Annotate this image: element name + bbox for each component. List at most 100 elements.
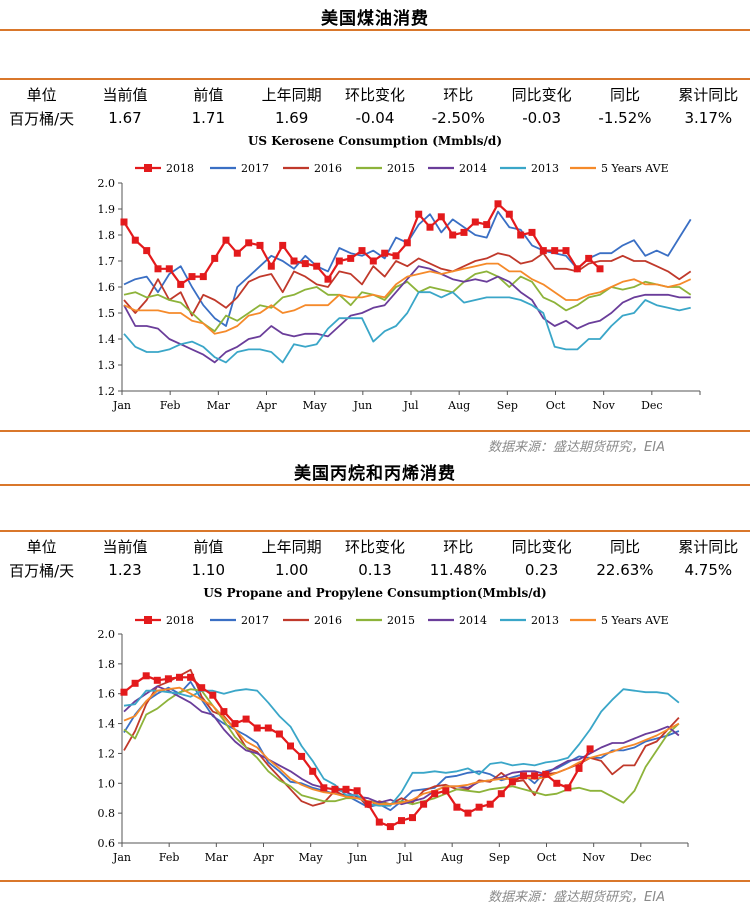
data-point-2018: [575, 764, 583, 772]
stats-value-cell: 1.23: [108, 561, 142, 579]
data-point-2018: [347, 254, 355, 262]
data-point-2018: [386, 823, 394, 831]
data-point-2018: [442, 787, 450, 795]
data-point-2018: [245, 239, 253, 247]
x-tick-label: Jul: [402, 399, 418, 412]
section-divider: [0, 484, 750, 486]
propane-chart-svg: US Propane and Propylene Consumption(Mmb…: [98, 586, 689, 864]
data-point-2018: [177, 280, 185, 288]
x-tick-label: Aug: [440, 851, 463, 864]
data-point-2018: [324, 275, 332, 283]
data-point-2018: [287, 742, 294, 750]
series-line-5-years-ave: [123, 686, 680, 806]
data-point-2018: [331, 785, 339, 793]
x-tick-label: Mar: [205, 851, 229, 864]
data-point-2018: [564, 784, 572, 792]
data-point-2018: [220, 708, 228, 716]
x-tick-label: Sep: [489, 851, 510, 864]
kerosene-chart: US Kerosene Consumption (Mmbls/d) 2018 201…: [0, 130, 750, 430]
data-point-2018: [198, 684, 206, 692]
y-tick-label: 1.0: [98, 777, 116, 790]
stats-value-cell: 11.48%: [429, 561, 487, 579]
data-point-2018: [275, 730, 283, 738]
data-point-2018: [313, 262, 321, 270]
data-point-2018: [188, 273, 196, 281]
data-point-2018: [505, 210, 513, 218]
data-point-2018: [264, 724, 272, 732]
legend-label: 2014: [459, 162, 487, 175]
data-source-note: 数据来源：盛达期货研究，EIA: [488, 890, 665, 905]
data-point-2018: [437, 213, 445, 221]
y-tick-label: 1.4: [98, 333, 116, 346]
series-line-2018: [123, 202, 601, 286]
data-point-2018: [596, 265, 604, 273]
data-point-2018: [460, 228, 468, 236]
data-point-2018: [420, 800, 428, 808]
data-point-2018: [539, 247, 547, 255]
data-point-2018: [431, 790, 439, 798]
data-point-2018: [586, 745, 594, 753]
data-point-2018: [497, 790, 505, 798]
stats-value-cell: 百万桶/天: [9, 109, 75, 128]
data-source-note: 数据来源：盛达期货研究，EIA: [488, 440, 665, 455]
kerosene-stats-table: 单位 当前值 前值 上年同期 环比变化 环比 同比变化 同比 累计同比 百万桶/…: [0, 82, 750, 130]
stats-header-row: 单位 当前值 前值 上年同期 环比变化 环比 同比变化 同比 累计同比: [0, 82, 750, 106]
stats-header-cell: 环比变化: [344, 537, 405, 556]
series-line-2013: [123, 688, 680, 807]
stats-value-cell: 0.23: [524, 561, 559, 579]
data-point-2018: [494, 200, 502, 208]
section-title-propane: 美国丙烷和丙烯消费: [294, 464, 456, 484]
stats-value-cell: -2.50%: [431, 109, 485, 127]
x-tick-label: Jul: [396, 851, 412, 864]
data-point-2018: [364, 800, 372, 808]
stats-value-cell: 百万桶/天: [9, 561, 75, 580]
stats-top-rule: [0, 78, 750, 80]
data-point-2018: [353, 787, 361, 795]
data-point-2018: [426, 223, 434, 231]
data-point-2018: [409, 814, 416, 822]
data-point-2018: [517, 231, 525, 239]
data-point-2018: [483, 221, 491, 229]
stats-header-cell: 单位: [26, 537, 57, 556]
data-point-2018: [542, 770, 550, 778]
data-point-2018: [279, 241, 287, 249]
data-point-2018: [381, 249, 389, 257]
stats-header-row: 单位 当前值 前值 上年同期 环比变化 环比 同比变化 同比 累计同比: [0, 534, 750, 558]
legend-label: 2015: [387, 614, 415, 627]
y-tick-label: 1.8: [98, 229, 116, 242]
data-point-2018: [573, 265, 581, 273]
data-point-2018: [403, 239, 411, 247]
x-tick-label: Apr: [252, 851, 274, 864]
data-point-2018: [131, 236, 139, 244]
y-tick-label: 1.2: [98, 747, 116, 760]
data-point-2018: [342, 785, 350, 793]
x-tick-label: Feb: [159, 851, 180, 864]
y-tick-label: 1.6: [98, 688, 116, 701]
propane-stats-table: 单位 当前值 前值 上年同期 环比变化 环比 同比变化 同比 累计同比 百万桶/…: [0, 534, 750, 582]
x-tick-label: Apr: [255, 399, 277, 412]
y-tick-label: 1.7: [98, 255, 116, 268]
data-point-2018: [553, 779, 561, 787]
stats-top-rule: [0, 530, 750, 532]
data-point-2018: [464, 809, 472, 817]
section-title-kerosene: 美国煤油消费: [321, 9, 429, 29]
legend-label: 2013: [531, 162, 559, 175]
x-tick-label: Jun: [353, 399, 373, 412]
legend-label: 2013: [531, 614, 559, 627]
stats-value-cell: 0.13: [358, 561, 392, 579]
data-point-2018: [290, 257, 298, 265]
stats-header-cell: 环比变化: [344, 85, 405, 104]
stats-value-cell: -1.52%: [598, 109, 652, 127]
y-tick-label: 1.6: [98, 281, 116, 294]
y-tick-label: 1.5: [98, 307, 116, 320]
x-tick-label: Oct: [546, 399, 566, 412]
data-point-2018: [528, 228, 536, 236]
data-point-2018: [142, 672, 150, 680]
legend-label: 2017: [241, 614, 269, 627]
legend-label: 5 Years AVE: [601, 614, 669, 627]
stats-header-cell: 当前值: [102, 85, 148, 104]
section-divider: [0, 29, 750, 31]
y-tick-label: 1.8: [98, 658, 116, 671]
series-line-2018: [123, 674, 592, 828]
stats-value-cell: -0.04: [355, 109, 395, 127]
